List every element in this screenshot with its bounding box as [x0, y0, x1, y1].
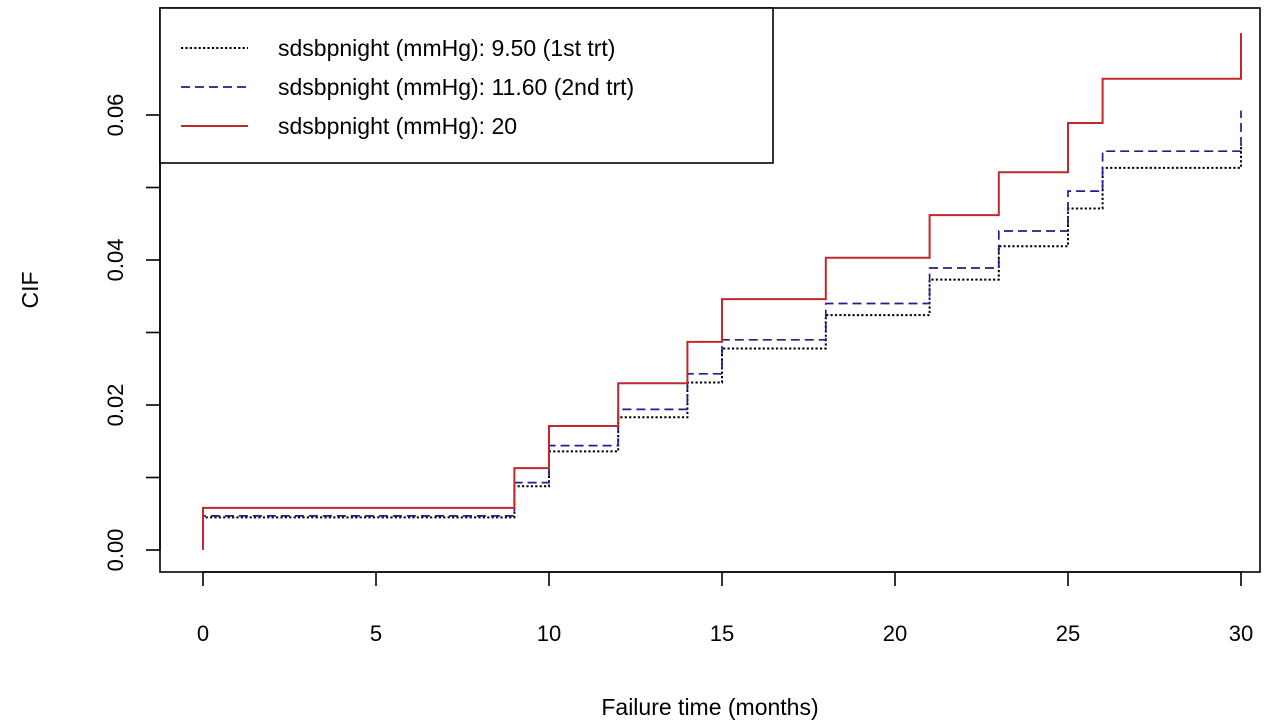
legend-label-2: sdsbpnight (mmHg): 11.60 (2nd trt)	[278, 74, 634, 100]
x-tick-label: 0	[197, 621, 209, 646]
legend-label-1: sdsbpnight (mmHg): 9.50 (1st trt)	[278, 35, 615, 61]
x-tick-label: 25	[1056, 621, 1080, 646]
y-tick-label: 0.04	[103, 239, 128, 282]
series-line-2	[202, 110, 1242, 550]
x-tick-label: 15	[710, 621, 734, 646]
y-axis-title: CIF	[17, 271, 43, 308]
x-tick-label: 30	[1229, 621, 1253, 646]
y-tick-label: 0.06	[103, 94, 128, 137]
x-tick-label: 20	[883, 621, 907, 646]
series-line-3	[202, 33, 1242, 550]
legend: sdsbpnight (mmHg): 9.50 (1st trt) sdsbpni…	[159, 7, 774, 164]
legend-box	[159, 7, 774, 164]
legend-label-3: sdsbpnight (mmHg): 20	[278, 113, 517, 139]
x-tick-label: 5	[370, 621, 382, 646]
x-tick-label: 10	[537, 621, 561, 646]
y-tick-label: 0.02	[103, 384, 128, 427]
y-axis: 0.00 0.02 0.04 0.06	[103, 94, 161, 572]
x-axis-title: Failure time (months)	[601, 694, 818, 720]
x-axis: 0 5 10 15 20 25 30	[197, 571, 1253, 646]
y-tick-label: 0.00	[103, 529, 128, 572]
series-layer	[202, 33, 1242, 550]
